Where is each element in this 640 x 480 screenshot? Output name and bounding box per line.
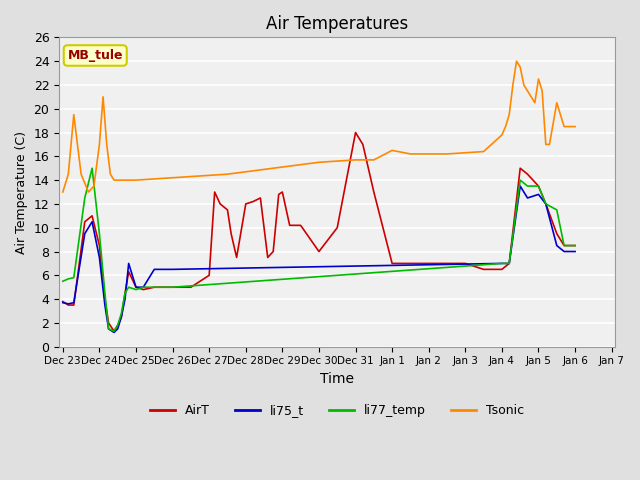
Tsonic xyxy=(546,142,554,147)
li75_t xyxy=(88,219,96,225)
li75_t xyxy=(101,302,109,308)
Line: li77_temp: li77_temp xyxy=(63,168,575,331)
AirT xyxy=(59,299,67,304)
li77_temp xyxy=(65,276,72,282)
Tsonic xyxy=(572,124,579,130)
Tsonic xyxy=(59,189,67,195)
li75_t xyxy=(572,249,579,254)
Y-axis label: Air Temperature (C): Air Temperature (C) xyxy=(15,131,28,253)
li77_temp xyxy=(150,284,158,290)
li77_temp xyxy=(534,183,542,189)
li75_t xyxy=(95,254,103,260)
li75_t xyxy=(560,249,568,254)
AirT xyxy=(461,261,469,266)
li75_t xyxy=(105,326,113,332)
li77_temp xyxy=(498,261,506,266)
li77_temp xyxy=(560,243,568,249)
li75_t xyxy=(121,296,129,302)
AirT xyxy=(572,243,579,249)
AirT xyxy=(150,284,158,290)
li77_temp xyxy=(114,323,122,328)
li75_t xyxy=(81,231,88,237)
Text: MB_tule: MB_tule xyxy=(67,49,123,62)
li77_temp xyxy=(118,311,125,316)
Line: li75_t: li75_t xyxy=(63,186,575,333)
li75_t xyxy=(534,192,542,197)
li75_t xyxy=(553,243,561,249)
li75_t xyxy=(114,326,122,332)
li75_t xyxy=(59,300,67,306)
li77_temp xyxy=(140,284,147,290)
AirT xyxy=(110,328,118,334)
li77_temp xyxy=(70,275,77,281)
li75_t xyxy=(524,195,531,201)
li77_temp xyxy=(125,284,132,290)
li75_t xyxy=(169,266,177,272)
li75_t xyxy=(65,301,72,307)
Title: Air Temperatures: Air Temperatures xyxy=(266,15,408,33)
AirT xyxy=(352,130,360,135)
Tsonic xyxy=(443,151,451,157)
AirT xyxy=(286,222,294,228)
Legend: AirT, li75_t, li77_temp, Tsonic: AirT, li75_t, li77_temp, Tsonic xyxy=(145,399,529,422)
Tsonic xyxy=(205,172,213,178)
li75_t xyxy=(132,284,140,290)
li75_t xyxy=(516,183,524,189)
Tsonic xyxy=(315,159,323,165)
li77_temp xyxy=(101,290,109,296)
li75_t xyxy=(542,201,550,207)
li75_t xyxy=(506,261,513,266)
li77_temp xyxy=(95,231,103,237)
Tsonic xyxy=(480,149,488,155)
li77_temp xyxy=(169,284,177,290)
li77_temp xyxy=(132,287,140,292)
li75_t xyxy=(125,261,132,266)
li75_t xyxy=(150,266,158,272)
li75_t xyxy=(110,330,118,336)
li77_temp xyxy=(105,326,113,332)
AirT xyxy=(333,225,341,230)
li75_t xyxy=(70,300,77,306)
li77_temp xyxy=(542,201,550,207)
li77_temp xyxy=(572,243,579,249)
Line: Tsonic: Tsonic xyxy=(63,61,575,192)
li77_temp xyxy=(81,195,88,201)
li75_t xyxy=(118,314,125,320)
Tsonic xyxy=(84,189,92,195)
li75_t xyxy=(140,284,147,290)
li77_temp xyxy=(553,207,561,213)
AirT xyxy=(297,222,305,228)
Line: AirT: AirT xyxy=(63,132,575,331)
li77_temp xyxy=(110,328,118,334)
li77_temp xyxy=(88,165,96,171)
li77_temp xyxy=(516,177,524,183)
li75_t xyxy=(498,261,506,266)
li77_temp xyxy=(59,278,67,284)
X-axis label: Time: Time xyxy=(320,372,354,386)
li77_temp xyxy=(506,261,513,266)
li77_temp xyxy=(121,290,129,296)
li77_temp xyxy=(524,183,531,189)
Tsonic xyxy=(513,58,520,64)
AirT xyxy=(359,142,367,147)
